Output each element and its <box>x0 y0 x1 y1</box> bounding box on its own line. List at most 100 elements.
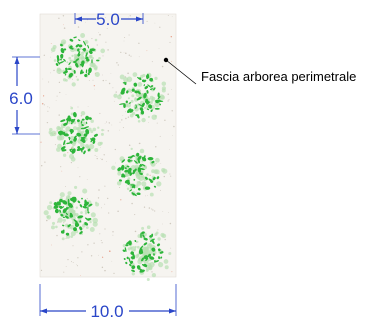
texture-dot <box>172 135 173 136</box>
texture-dot <box>88 79 90 81</box>
texture-dot <box>46 121 49 124</box>
texture-dot <box>87 106 89 107</box>
texture-dot <box>99 33 101 36</box>
texture-dot <box>108 122 111 124</box>
tree-canopy <box>122 225 172 282</box>
texture-dot <box>76 264 77 265</box>
texture-dot <box>40 141 42 143</box>
texture-dot <box>76 265 78 267</box>
texture-dot <box>151 271 153 273</box>
texture-dot <box>169 222 172 225</box>
texture-dot <box>148 122 149 123</box>
texture-dot <box>127 72 129 75</box>
texture-dot <box>47 106 49 108</box>
texture-dot <box>119 186 121 189</box>
texture-dot <box>119 129 120 131</box>
texture-dot <box>77 106 79 108</box>
texture-dot <box>134 230 137 233</box>
tree-canopies <box>43 33 172 282</box>
texture-dot <box>43 54 45 56</box>
texture-dot <box>169 41 171 43</box>
texture-dot <box>96 17 98 19</box>
texture-dot <box>159 189 161 191</box>
texture-dot <box>128 54 130 56</box>
texture-dot <box>128 34 130 36</box>
texture-dot <box>108 212 110 214</box>
texture-dot <box>116 62 118 64</box>
texture-dot <box>112 231 114 233</box>
texture-dot <box>71 261 72 263</box>
texture-dot <box>121 119 123 121</box>
texture-dot <box>130 91 132 93</box>
texture-dot <box>84 147 86 149</box>
texture-dot <box>167 93 169 95</box>
texture-dot <box>82 227 84 229</box>
texture-dot <box>167 212 169 213</box>
texture-dot <box>77 26 80 28</box>
texture-dot <box>105 121 108 123</box>
texture-dot <box>93 85 95 87</box>
left-dimension-label: 6.0 <box>9 89 33 108</box>
texture-dot <box>51 52 53 53</box>
texture-dot <box>134 214 136 216</box>
texture-dot <box>48 81 50 83</box>
callout-leader <box>163 57 197 85</box>
texture-dot <box>123 40 125 42</box>
texture-dot <box>143 206 146 208</box>
texture-dot <box>58 17 60 19</box>
texture-dot <box>167 15 169 16</box>
texture-dot <box>58 81 61 84</box>
texture-dot <box>63 222 65 224</box>
texture-dot <box>86 198 88 200</box>
texture-dot <box>126 185 127 187</box>
texture-dot <box>130 55 132 57</box>
texture-dot <box>149 174 151 176</box>
texture-dot <box>163 175 165 178</box>
texture-dot <box>84 21 86 23</box>
texture-dot <box>97 197 100 199</box>
texture-dot <box>171 61 172 62</box>
texture-dot <box>96 155 98 157</box>
texture-dot <box>128 144 131 146</box>
texture-dot <box>98 189 100 191</box>
texture-dot <box>70 106 72 107</box>
texture-dot <box>164 238 166 241</box>
texture-dot <box>151 208 153 210</box>
texture-dot <box>58 114 60 116</box>
texture-dot <box>103 129 105 131</box>
texture-dot <box>99 112 101 114</box>
texture-dot <box>160 163 162 164</box>
texture-dot <box>151 61 153 63</box>
texture-dot <box>43 104 45 106</box>
texture-dot <box>81 251 83 253</box>
texture-dot <box>104 269 106 272</box>
texture-dot <box>104 228 106 230</box>
texture-dot <box>112 87 114 89</box>
texture-dot <box>126 259 128 261</box>
texture-dot <box>113 272 115 275</box>
texture-dot <box>104 203 106 205</box>
texture-dot <box>152 209 154 211</box>
texture-dot <box>169 173 171 175</box>
tree-canopy <box>43 185 100 241</box>
texture-dot <box>168 99 170 101</box>
texture-dot <box>123 51 125 53</box>
texture-dot <box>77 167 79 169</box>
texture-dot <box>63 27 66 29</box>
texture-dot <box>59 91 61 94</box>
texture-dot <box>115 91 117 93</box>
texture-dot <box>98 254 99 256</box>
texture-dot <box>50 72 51 74</box>
texture-dot <box>41 103 44 105</box>
texture-dot <box>40 269 43 272</box>
texture-dot <box>104 185 106 187</box>
texture-dot <box>171 15 173 17</box>
texture-dot <box>167 100 169 102</box>
texture-dot <box>171 271 173 273</box>
texture-dot <box>114 148 116 151</box>
texture-dot <box>92 79 94 81</box>
texture-dot <box>111 260 113 262</box>
texture-dot <box>94 88 95 90</box>
texture-dot <box>138 42 140 44</box>
